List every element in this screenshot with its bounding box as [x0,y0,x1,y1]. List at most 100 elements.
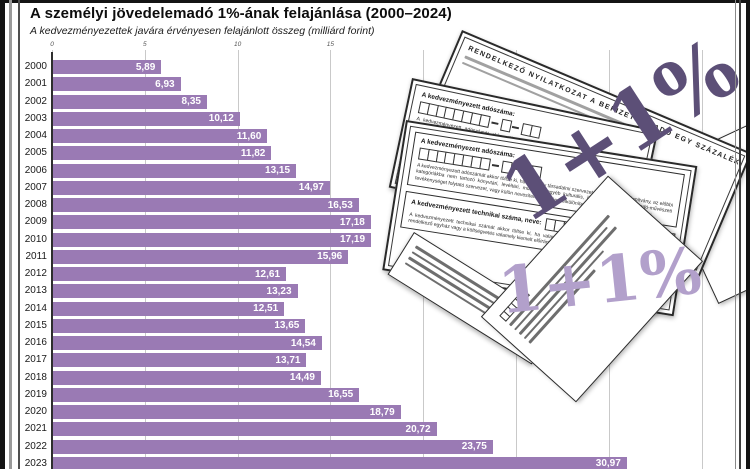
bar: 15,96 [52,249,349,264]
bar: 13,23 [52,284,298,299]
value-label: 11,82 [240,147,266,159]
box-separator-dash [490,121,499,125]
value-label: 20,72 [405,423,431,435]
year-label: 2006 [24,164,47,176]
bar: 14,49 [52,370,321,385]
bar: 13,15 [52,163,297,178]
bar-row: 2023 30,97 [0,456,750,469]
bar: 10,12 [52,111,240,126]
value-label: 16,53 [327,199,353,211]
bar-row: 2000 5,89 [0,60,750,74]
value-label: 15,96 [317,251,343,263]
year-label: 2003 [24,112,47,124]
year-label: 2016 [24,337,47,349]
bar-row: 2022 23,75 [0,439,750,454]
bar-row: 2011 15,96 [0,249,750,264]
bar-row: 2001 6,93 [0,77,750,92]
bar-row: 2019 16,55 [0,387,750,402]
x-axis-tick-label: 0 [50,41,54,48]
bar: 5,89 [52,60,162,74]
year-label: 2011 [25,250,47,262]
value-label: 8,35 [181,96,201,108]
chart-subtitle: A kedvezményezettek javára érvényesen fe… [30,25,375,37]
year-label: 2014 [24,302,47,314]
year-label: 2007 [24,181,47,193]
x-axis-tick-label: 15 [326,41,334,48]
year-label: 2012 [24,268,47,280]
year-label: 2017 [24,354,47,366]
right-rule-line [739,0,741,469]
top-border [0,0,750,3]
bar-row: 2003 10,12 [0,111,750,126]
value-label: 16,55 [328,389,354,401]
year-label: 2020 [24,406,47,418]
bar-row: 2008 16,53 [0,198,750,213]
value-label: 30,97 [595,458,621,469]
x-axis-tick-label: 5 [142,41,147,48]
year-label: 2005 [24,147,47,159]
year-label: 2010 [24,233,47,245]
value-label: 23,75 [461,441,487,453]
bar: 11,82 [52,146,272,161]
bar: 23,75 [52,439,493,454]
year-label: 2002 [24,95,47,107]
bar-row: 2004 11,60 [0,129,750,144]
chart-title: A személyi jövedelemadó 1%-ának felajánl… [30,5,452,22]
value-label: 13,15 [265,165,291,177]
value-label: 13,23 [266,285,292,297]
value-label: 14,97 [298,182,324,194]
bar: 8,35 [52,94,207,109]
bar-row: 2016 14,54 [0,336,750,351]
bar: 12,61 [52,267,287,282]
bar: 16,53 [52,198,359,213]
bar: 11,60 [52,129,268,144]
bar: 20,72 [52,422,437,437]
bar: 14,97 [52,180,330,195]
right-rule-line [735,0,736,469]
value-label: 12,51 [253,303,279,315]
bar-row: 2010 17,19 [0,232,750,247]
year-label: 2015 [24,319,47,331]
bar: 13,65 [52,318,306,333]
value-label: 11,60 [236,130,262,142]
bar: 17,19 [52,232,372,247]
year-label: 2009 [24,216,47,228]
bar-row: 2014 12,51 [0,301,750,316]
bar: 6,93 [52,77,181,92]
bar: 13,71 [52,353,307,368]
value-label: 14,49 [289,372,315,384]
year-label: 2023 [24,457,47,469]
bar: 16,55 [52,387,360,402]
left-border [0,0,5,469]
year-label: 2008 [24,199,47,211]
bar-row: 2006 13,15 [0,163,750,178]
form-checkbox [478,114,491,128]
bar: 14,54 [52,336,322,351]
bar: 12,51 [52,301,285,316]
bar-row: 2020 18,79 [0,405,750,420]
bar-row: 2009 17,18 [0,215,750,230]
bar-row: 2013 13,23 [0,284,750,299]
bar-row: 2017 13,71 [0,353,750,368]
bar-row: 2015 13,65 [0,318,750,333]
bar-row: 2005 11,82 [0,146,750,161]
bar: 18,79 [52,405,401,420]
bar: 17,18 [52,215,371,230]
year-label: 2019 [24,388,47,400]
left-rule-line [18,0,20,469]
bar-row: 2007 14,97 [0,180,750,195]
year-label: 2018 [24,371,47,383]
value-label: 17,18 [339,216,365,228]
year-label: 2004 [24,130,47,142]
bar-row: 2021 20,72 [0,422,750,437]
y-axis-line [51,52,53,469]
value-label: 17,19 [340,234,366,246]
year-label: 2021 [24,423,47,435]
year-label: 2022 [24,440,47,452]
year-label: 2001 [24,78,47,90]
right-border [746,0,750,469]
value-label: 14,54 [290,337,316,349]
left-border-shadow [9,0,12,469]
